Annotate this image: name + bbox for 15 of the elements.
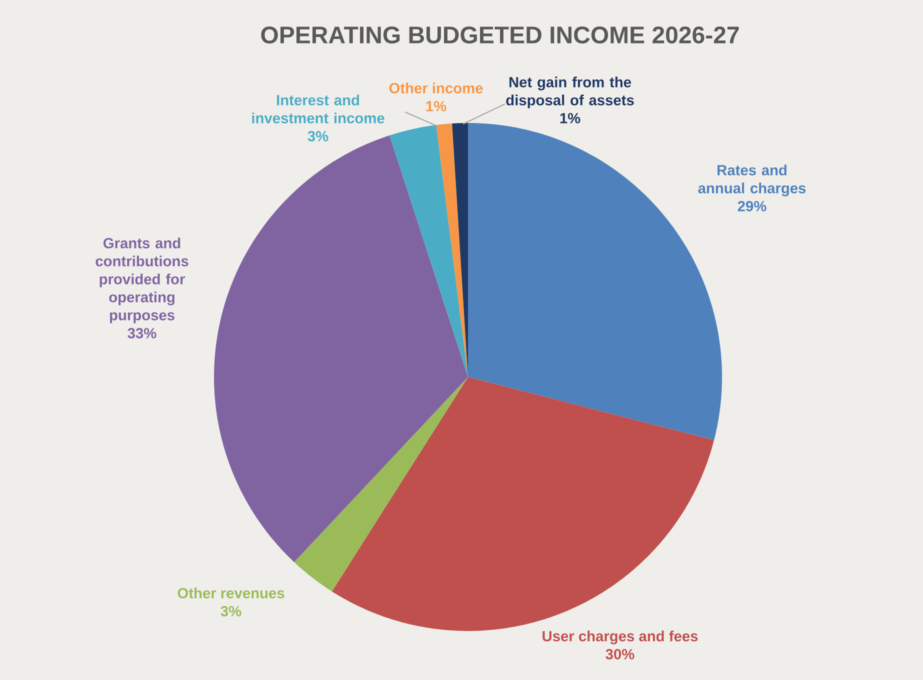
chart-title: OPERATING BUDGETED INCOME 2026-27 [261, 26, 739, 44]
slice-label: User charges and fees [542, 630, 698, 644]
slice-label: Other income [389, 82, 483, 94]
slice-label: Grants and contributions provided for operating purposes [96, 238, 188, 324]
slice-label: Interest and investment income [252, 94, 384, 124]
slice-label: Rates and annual charges [698, 164, 806, 196]
data-label: 33% [128, 328, 156, 338]
slice-label: Other revenues [178, 588, 284, 598]
data-label: 30% [606, 648, 634, 660]
data-label: 29% [738, 201, 766, 212]
data-label: 3% [220, 606, 242, 616]
data-label: 3% [308, 130, 328, 142]
slice-label: Net gain from the disposal of assets [506, 76, 634, 108]
data-label: 1% [560, 113, 580, 124]
data-label: 1% [426, 101, 446, 112]
